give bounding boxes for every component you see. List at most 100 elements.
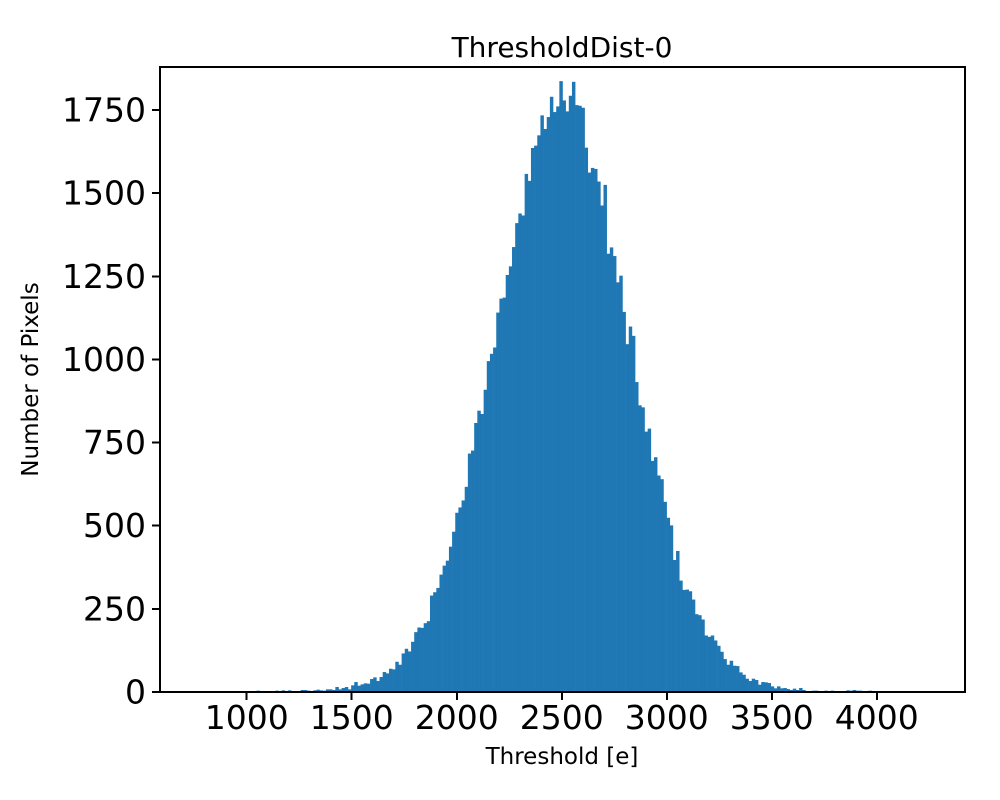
y-tick-label: 500	[83, 506, 146, 545]
histogram-bar	[770, 686, 775, 692]
histogram-bar	[388, 668, 393, 692]
histogram-bar	[698, 615, 702, 692]
histogram-bar	[512, 247, 516, 692]
y-axis-label: Number of Pixels	[18, 282, 44, 476]
histogram-bar	[502, 297, 507, 692]
histogram-bar	[376, 681, 380, 692]
histogram-bar	[414, 632, 418, 692]
histogram-bar	[704, 635, 708, 692]
histogram-bar	[347, 689, 352, 692]
histogram-bar	[357, 685, 361, 692]
histogram-bar	[411, 641, 415, 692]
histogram-bar	[660, 479, 664, 692]
histogram-bar	[366, 683, 371, 692]
histogram-bar	[786, 689, 790, 692]
histogram-bar	[571, 81, 576, 693]
y-tick-label: 750	[83, 423, 146, 462]
histogram-bar	[606, 253, 611, 692]
histogram-bar	[669, 525, 674, 692]
histogram-bar	[603, 184, 607, 692]
histogram-bar	[650, 460, 655, 692]
histogram-bar	[717, 645, 721, 692]
histogram-bar	[597, 181, 601, 692]
histogram-bar	[616, 282, 620, 692]
histogram-bar	[461, 500, 465, 692]
histogram-bar	[729, 660, 734, 692]
histogram-bar	[335, 687, 339, 692]
histogram-bar	[619, 275, 623, 692]
histogram-bar	[464, 486, 469, 692]
histogram-bar	[392, 669, 396, 692]
histogram-bar	[647, 428, 652, 692]
histogram-bar	[587, 172, 592, 692]
histogram-bar	[436, 587, 440, 692]
histogram-bar	[401, 653, 406, 692]
histogram-bar	[799, 688, 803, 692]
histogram-bar	[329, 689, 333, 692]
histogram-bar	[423, 623, 428, 692]
histogram-bar	[549, 96, 554, 692]
histogram-bar	[723, 659, 727, 692]
histogram-bar	[474, 422, 478, 692]
y-tick-label: 1750	[62, 91, 146, 130]
x-tick-label: 2500	[520, 698, 604, 737]
x-tick-label: 3500	[730, 698, 814, 737]
histogram-bar	[518, 213, 522, 693]
histogram-bar	[458, 507, 462, 692]
y-tick-label: 1000	[62, 340, 146, 379]
chart-title: ThresholdDist-0	[451, 31, 673, 64]
histogram-bar	[370, 679, 374, 692]
histogram-bar	[556, 106, 560, 692]
histogram-bar	[439, 574, 443, 692]
histogram-bar	[433, 592, 437, 692]
histogram-bar	[701, 619, 705, 692]
histogram-bar	[777, 686, 781, 692]
histogram-bar	[445, 560, 450, 692]
histogram-bar	[565, 111, 570, 692]
histogram-bar	[477, 410, 481, 692]
histogram-bar	[745, 678, 749, 692]
histogram-bar	[609, 247, 614, 692]
histogram-bar	[764, 682, 768, 692]
histogram-bar	[553, 112, 557, 692]
histogram-bar	[559, 81, 563, 692]
histogram-bar	[524, 173, 529, 692]
histogram-bar	[530, 147, 535, 693]
y-tick-label: 250	[83, 589, 146, 628]
histogram-bar	[748, 681, 753, 692]
histogram-bar	[540, 115, 544, 692]
histogram-bar	[341, 688, 346, 692]
histogram-bar	[672, 559, 677, 692]
histogram-bar	[316, 689, 320, 692]
histogram-bar	[792, 688, 797, 692]
histogram-bar	[493, 347, 497, 692]
histogram-bar	[486, 361, 491, 692]
histogram-bar	[761, 682, 765, 692]
histogram-bar	[537, 135, 541, 693]
histogram-bar	[508, 266, 513, 692]
histogram-bar	[452, 531, 456, 692]
histogram-bar	[679, 580, 683, 692]
histogram-bar	[546, 117, 551, 693]
histogram-bar	[417, 627, 421, 692]
histogram-bar	[534, 145, 538, 692]
histogram-bar	[612, 256, 617, 692]
histogram-bar	[562, 100, 566, 693]
histogram-bar	[732, 665, 737, 692]
histogram-bar	[713, 640, 718, 692]
histogram-bar	[578, 105, 582, 693]
histogram-bar	[499, 298, 503, 692]
histogram-bar	[594, 168, 598, 693]
histogram-bar	[685, 589, 689, 692]
histogram-bar	[758, 684, 762, 692]
histogram-bar	[325, 689, 330, 692]
histogram-bar	[691, 599, 696, 692]
histogram-bar	[483, 389, 488, 692]
histogram-bar	[407, 651, 412, 692]
histogram-bar	[467, 453, 472, 692]
histogram-bar	[638, 405, 642, 692]
x-tick-label: 4000	[835, 698, 919, 737]
histogram-bar	[754, 680, 759, 692]
histogram-bar	[657, 475, 661, 692]
